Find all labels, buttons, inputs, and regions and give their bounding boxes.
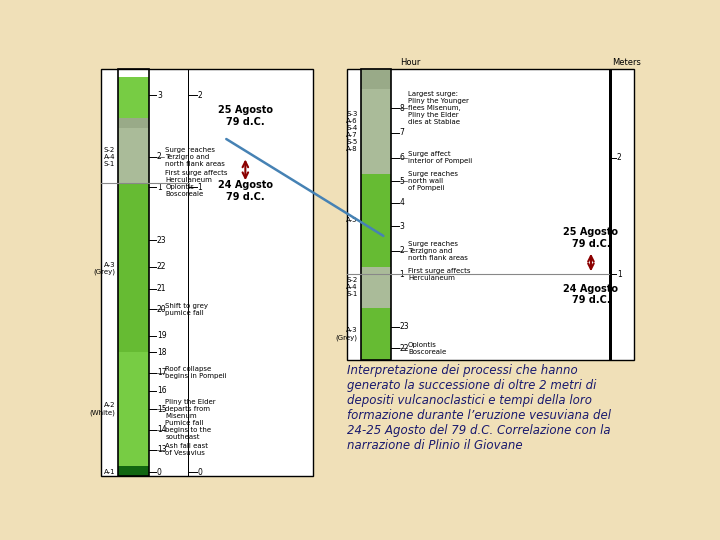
Text: A-2
(White): A-2 (White) bbox=[89, 402, 115, 416]
Text: A-5: A-5 bbox=[346, 217, 358, 224]
Text: 3: 3 bbox=[157, 91, 162, 100]
Text: S-2
A-4
S-1: S-2 A-4 S-1 bbox=[104, 146, 115, 166]
Text: Oplontis
Boscoreale: Oplontis Boscoreale bbox=[408, 342, 446, 355]
Text: 24 Agosto
79 d.C.: 24 Agosto 79 d.C. bbox=[218, 180, 273, 202]
Text: First surge affects
Herculaneum: First surge affects Herculaneum bbox=[408, 268, 471, 281]
Text: 7: 7 bbox=[400, 129, 405, 138]
Text: 22: 22 bbox=[157, 262, 166, 271]
Text: Roof collapse
begins in Pompeii: Roof collapse begins in Pompeii bbox=[166, 366, 227, 379]
Bar bbox=[361, 69, 392, 360]
Bar bbox=[361, 89, 392, 174]
Bar bbox=[118, 69, 148, 476]
Text: First surge affects
Herculaneum
Oplontis
Boscoreale: First surge affects Herculaneum Oplontis… bbox=[166, 170, 228, 197]
Text: 0: 0 bbox=[198, 468, 202, 477]
Bar bbox=[118, 118, 148, 128]
Text: Ash fall east
of Vesuvius: Ash fall east of Vesuvius bbox=[166, 443, 208, 456]
Text: 23: 23 bbox=[400, 322, 409, 331]
Text: Meters: Meters bbox=[612, 58, 641, 67]
Text: 24 Agosto
79 d.C.: 24 Agosto 79 d.C. bbox=[564, 284, 618, 305]
Text: 8: 8 bbox=[400, 104, 405, 113]
Text: 2: 2 bbox=[617, 153, 621, 162]
Text: S-3
A-6
S-4
A-7
S-5
A-8: S-3 A-6 S-4 A-7 S-5 A-8 bbox=[346, 111, 358, 152]
Text: 18: 18 bbox=[157, 348, 166, 356]
Text: 2: 2 bbox=[198, 91, 202, 100]
Text: 14: 14 bbox=[157, 425, 166, 434]
Bar bbox=[361, 69, 392, 89]
Text: 13: 13 bbox=[157, 446, 166, 455]
Bar bbox=[118, 466, 148, 476]
Text: S-2
A-4
S-1: S-2 A-4 S-1 bbox=[346, 277, 358, 297]
Text: Largest surge:
Pliny the Younger
flees Misenum,
Pliny the Elder
dies at Stabiae: Largest surge: Pliny the Younger flees M… bbox=[408, 91, 469, 125]
Text: 1: 1 bbox=[617, 269, 621, 279]
Text: Surge reaches
Terzigno and
north flank areas: Surge reaches Terzigno and north flank a… bbox=[408, 241, 468, 261]
Text: 22: 22 bbox=[400, 344, 409, 353]
Text: 5: 5 bbox=[400, 177, 405, 186]
Text: A-3
(Grey): A-3 (Grey) bbox=[93, 262, 115, 275]
Text: Hour: Hour bbox=[400, 58, 420, 67]
Text: 2: 2 bbox=[157, 152, 162, 161]
Bar bbox=[361, 308, 392, 360]
Text: 21: 21 bbox=[157, 285, 166, 294]
Text: Surge reaches
Terzigno and
north flank areas: Surge reaches Terzigno and north flank a… bbox=[166, 146, 225, 166]
Text: 25 Agosto
79 d.C.: 25 Agosto 79 d.C. bbox=[564, 227, 618, 248]
Bar bbox=[118, 183, 148, 352]
Bar bbox=[101, 69, 313, 476]
Text: 15: 15 bbox=[157, 404, 166, 414]
Text: Interpretazione dei processi che hanno
generato la successione di oltre 2 metri : Interpretazione dei processi che hanno g… bbox=[347, 364, 611, 452]
Text: 1: 1 bbox=[400, 269, 405, 279]
Bar bbox=[361, 174, 392, 267]
Bar bbox=[361, 267, 392, 308]
Bar bbox=[347, 69, 634, 360]
Text: 6: 6 bbox=[400, 153, 405, 162]
Bar bbox=[118, 128, 148, 183]
Bar bbox=[118, 77, 148, 118]
Bar bbox=[118, 352, 148, 466]
Bar bbox=[609, 69, 612, 360]
Text: 25 Agosto
79 d.C.: 25 Agosto 79 d.C. bbox=[218, 105, 273, 126]
Text: Surge affect
interior of Pompeii: Surge affect interior of Pompeii bbox=[408, 151, 472, 164]
Bar bbox=[188, 69, 189, 476]
Text: A-3
(Grey): A-3 (Grey) bbox=[336, 327, 358, 341]
Text: 19: 19 bbox=[157, 332, 166, 340]
Text: Surge reaches
north wall
of Pompeii: Surge reaches north wall of Pompeii bbox=[408, 171, 458, 191]
Text: 0: 0 bbox=[157, 468, 162, 477]
Text: 20: 20 bbox=[157, 305, 166, 314]
Text: 3: 3 bbox=[400, 221, 405, 231]
Text: 1: 1 bbox=[157, 183, 162, 192]
Text: 17: 17 bbox=[157, 368, 166, 377]
Text: 23: 23 bbox=[157, 235, 166, 245]
Text: A-1: A-1 bbox=[104, 469, 115, 475]
Text: Pumice fall
begins to the
southeast: Pumice fall begins to the southeast bbox=[166, 420, 212, 440]
Text: 1: 1 bbox=[198, 183, 202, 192]
Text: Pliny the Elder
departs from
Misenum: Pliny the Elder departs from Misenum bbox=[166, 399, 216, 419]
Text: Shift to grey
pumice fall: Shift to grey pumice fall bbox=[166, 303, 208, 316]
Text: 16: 16 bbox=[157, 387, 166, 395]
Text: 2: 2 bbox=[400, 246, 405, 255]
Text: 4: 4 bbox=[400, 198, 405, 207]
